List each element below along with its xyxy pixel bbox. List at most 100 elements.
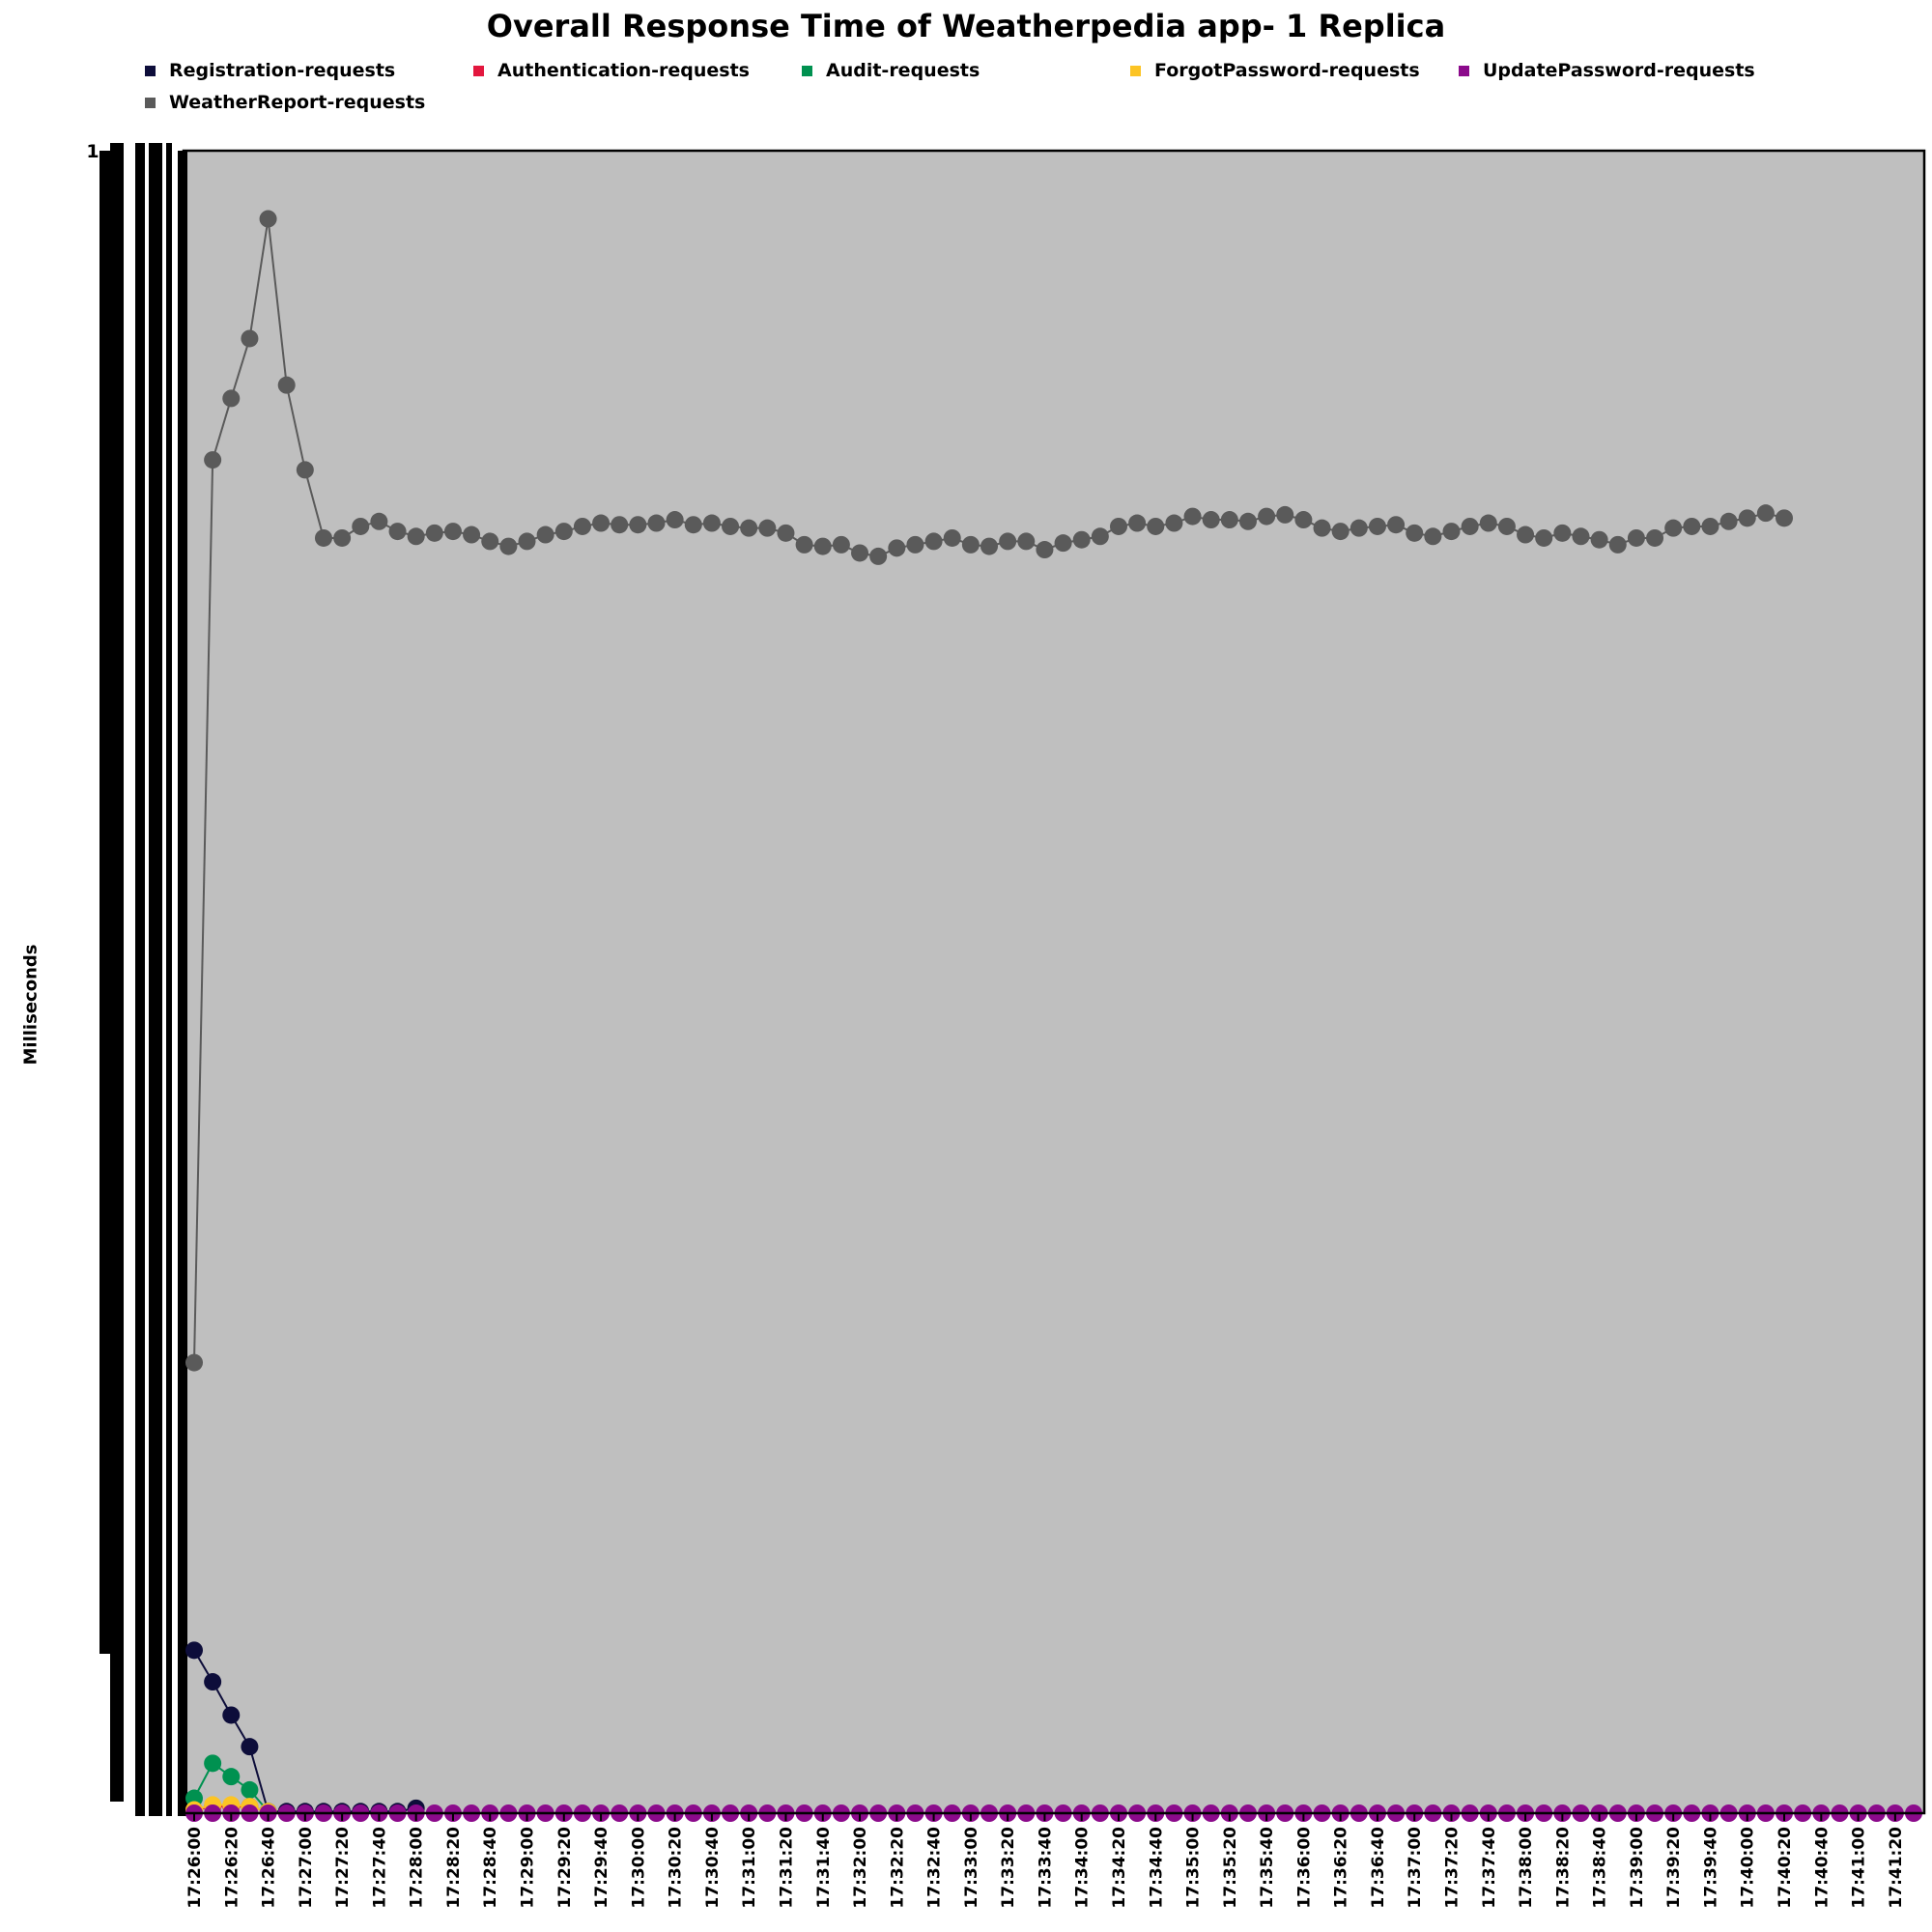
x-tick-label: 17:28:40 xyxy=(481,1827,500,1909)
x-tick-label: 17:38:00 xyxy=(1517,1827,1536,1909)
data-point xyxy=(1017,532,1036,551)
data-point xyxy=(666,511,684,529)
data-point xyxy=(443,523,462,541)
data-point xyxy=(795,535,813,554)
data-point xyxy=(647,514,666,532)
plot-area xyxy=(184,151,1924,1813)
x-tick-label: 17:39:00 xyxy=(1628,1827,1647,1909)
x-tick-label: 17:36:20 xyxy=(1332,1827,1351,1909)
legend-label: ForgotPassword-requests xyxy=(1154,60,1420,81)
data-point xyxy=(1313,519,1331,537)
data-point xyxy=(813,537,832,555)
x-tick-label: 17:27:40 xyxy=(370,1827,389,1909)
x-tick-label: 17:35:40 xyxy=(1258,1827,1277,1909)
data-point xyxy=(592,514,611,532)
data-point xyxy=(463,526,481,544)
data-point xyxy=(1479,514,1497,532)
data-point xyxy=(611,516,629,534)
x-tick-label: 17:29:20 xyxy=(555,1827,575,1909)
y-axis-spine-3 xyxy=(149,143,162,1816)
data-point xyxy=(185,1641,203,1660)
data-point xyxy=(1664,519,1683,537)
data-point xyxy=(1331,523,1350,541)
series-weatherreport-requests xyxy=(185,210,1794,1372)
data-point xyxy=(1387,516,1406,534)
data-point xyxy=(1258,507,1276,526)
legend-item-audit-requests: Audit-requests xyxy=(802,60,980,81)
data-point xyxy=(888,539,906,557)
x-tick-label: 17:31:20 xyxy=(777,1827,796,1909)
data-point xyxy=(425,524,443,542)
data-point xyxy=(388,523,407,541)
data-point xyxy=(999,532,1017,551)
data-point xyxy=(629,516,647,534)
data-point xyxy=(702,514,721,532)
legend-item-registration-requests: Registration-requests xyxy=(145,60,395,81)
y-axis-spine-2 xyxy=(135,143,145,1816)
x-tick-label: 17:40:40 xyxy=(1812,1827,1832,1909)
chart-title: Overall Response Time of Weatherpedia ap… xyxy=(486,8,1446,44)
legend-label: Authentication-requests xyxy=(497,60,750,81)
data-point xyxy=(277,376,296,394)
x-tick-label: 17:36:40 xyxy=(1369,1827,1388,1909)
x-tick-label: 17:38:40 xyxy=(1591,1827,1610,1909)
data-point xyxy=(1147,517,1165,535)
data-point xyxy=(222,1706,241,1724)
data-point xyxy=(684,516,702,534)
x-tick-label: 17:41:00 xyxy=(1850,1827,1869,1909)
data-point xyxy=(1350,519,1368,537)
x-tick-label: 17:31:00 xyxy=(740,1827,759,1909)
x-tick-label: 17:30:20 xyxy=(667,1827,686,1909)
data-point xyxy=(1701,517,1719,535)
data-point xyxy=(241,329,259,348)
legend-swatch xyxy=(145,65,156,76)
data-point xyxy=(758,519,777,537)
y-axis-spine-4 xyxy=(166,143,172,1816)
x-tick-label: 17:27:20 xyxy=(333,1827,353,1909)
data-point xyxy=(241,1738,259,1756)
x-tick-label: 17:36:00 xyxy=(1294,1827,1314,1909)
data-point xyxy=(407,527,425,546)
x-tick-label: 17:40:00 xyxy=(1739,1827,1758,1909)
data-point xyxy=(499,537,518,555)
data-point xyxy=(573,517,591,535)
x-tick-label: 17:29:40 xyxy=(592,1827,611,1909)
data-point xyxy=(851,544,869,562)
x-tick-label: 17:33:00 xyxy=(962,1827,981,1909)
data-point xyxy=(869,547,888,565)
data-point xyxy=(481,532,499,551)
data-point xyxy=(185,1353,203,1372)
x-tick-label: 17:32:00 xyxy=(851,1827,870,1909)
x-tick-label: 17:40:20 xyxy=(1776,1827,1795,1909)
data-point xyxy=(222,389,241,408)
data-point xyxy=(554,523,573,541)
y-tick-label: 1 xyxy=(86,141,99,162)
data-point xyxy=(241,1780,259,1799)
x-axis-ticks: 17:26:00 17:26:20 17:26:40 17:27:00 17:27:20… xyxy=(185,1813,1906,1909)
data-point xyxy=(352,517,370,535)
x-tick-label: 17:37:20 xyxy=(1443,1827,1463,1909)
x-tick-label: 17:30:40 xyxy=(703,1827,723,1909)
x-tick-label: 17:26:40 xyxy=(260,1827,279,1909)
data-point xyxy=(1202,511,1220,529)
legend-swatch xyxy=(145,97,156,108)
data-point xyxy=(1627,528,1645,547)
data-point xyxy=(1109,517,1127,535)
x-tick-label: 17:33:20 xyxy=(999,1827,1018,1909)
x-tick-label: 17:29:00 xyxy=(519,1827,538,1909)
data-point xyxy=(1590,530,1608,549)
x-tick-label: 17:33:40 xyxy=(1036,1827,1055,1909)
data-point xyxy=(832,535,850,554)
data-point xyxy=(204,1754,222,1773)
data-point xyxy=(1072,530,1091,549)
data-point xyxy=(1517,526,1535,544)
data-point xyxy=(259,210,277,228)
x-tick-label: 17:32:40 xyxy=(925,1827,945,1909)
data-point xyxy=(906,535,924,554)
data-point xyxy=(1572,527,1590,546)
data-point xyxy=(961,535,980,554)
y-axis-ticks: 1 xyxy=(86,141,187,1816)
data-point xyxy=(1683,517,1701,535)
legend-swatch xyxy=(802,65,812,76)
